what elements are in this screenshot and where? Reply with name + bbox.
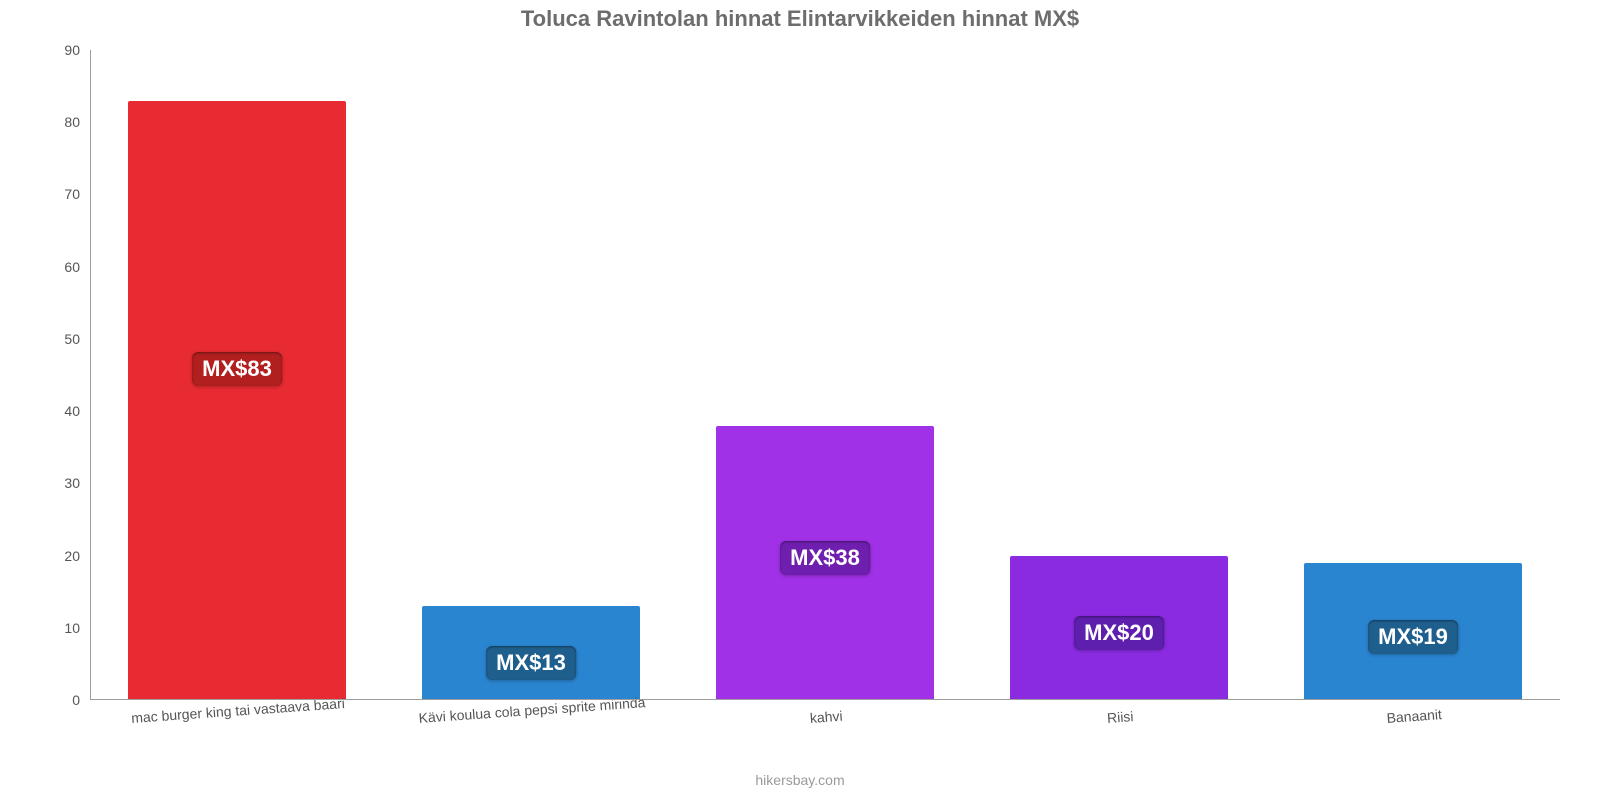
ytick-label: 0 (72, 692, 90, 708)
ytick-label: 60 (64, 259, 90, 275)
chart-title: Toluca Ravintolan hinnat Elintarvikkeide… (0, 6, 1600, 32)
ytick-label: 30 (64, 475, 90, 491)
bar: MX$20 (1010, 556, 1228, 700)
value-badge: MX$20 (1074, 616, 1164, 650)
xtick-label: kahvi (809, 698, 843, 726)
bar: MX$38 (716, 426, 934, 700)
y-axis (90, 50, 91, 700)
value-badge: MX$19 (1368, 620, 1458, 654)
x-axis (90, 699, 1560, 700)
ytick-label: 40 (64, 403, 90, 419)
value-badge: MX$38 (780, 541, 870, 575)
value-badge: MX$13 (486, 646, 576, 680)
bars-group: MX$83mac burger king tai vastaava baariM… (90, 50, 1560, 700)
bar: MX$83 (128, 101, 346, 700)
ytick-label: 20 (64, 548, 90, 564)
ytick-label: 80 (64, 114, 90, 130)
xtick-label: Banaanit (1385, 696, 1442, 726)
chart-footer: hikersbay.com (0, 772, 1600, 788)
bar-slot: MX$13Kävi koulua cola pepsi sprite mirin… (384, 50, 678, 700)
ytick-label: 70 (64, 186, 90, 202)
bar-slot: MX$83mac burger king tai vastaava baari (90, 50, 384, 700)
value-badge: MX$83 (192, 352, 282, 386)
bar-slot: MX$38kahvi (678, 50, 972, 700)
xtick-label: Riisi (1106, 698, 1134, 726)
chart-container: Toluca Ravintolan hinnat Elintarvikkeide… (0, 0, 1600, 800)
bar: MX$19 (1304, 563, 1522, 700)
ytick-label: 50 (64, 331, 90, 347)
ytick-label: 90 (64, 42, 90, 58)
ytick-label: 10 (64, 620, 90, 636)
plot-area: MX$83mac burger king tai vastaava baariM… (90, 50, 1560, 700)
bar-slot: MX$20Riisi (972, 50, 1266, 700)
bar-slot: MX$19Banaanit (1266, 50, 1560, 700)
